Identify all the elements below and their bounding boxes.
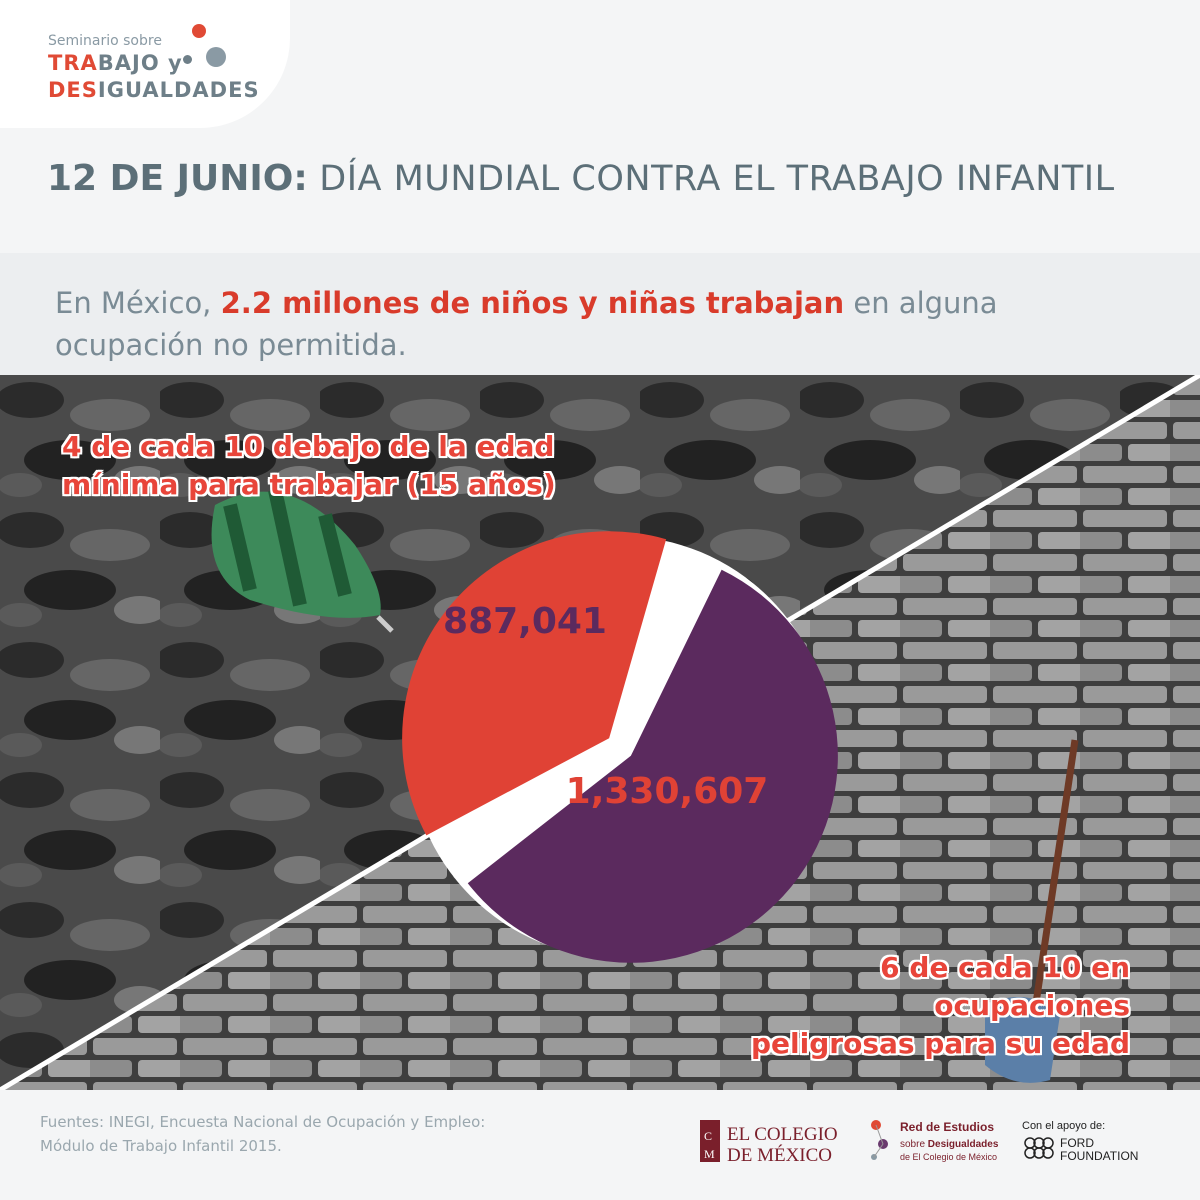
svg-text:Con el apoyo de:: Con el apoyo de: <box>1022 1120 1105 1132</box>
shovel-icon <box>985 739 1079 1083</box>
pie-label-under-age: 887,041 <box>443 601 607 642</box>
logo-line-trabajo: TRABAJO y <box>48 51 183 75</box>
page-title: 12 DE JUNIO: DÍA MUNDIAL CONTRA EL TRABA… <box>47 158 1115 199</box>
lead-highlight: 2.2 millones de niños y niñas trabajan <box>220 286 845 320</box>
spinning-top-icon <box>211 488 394 633</box>
title-text: DÍA MUNDIAL CONTRA EL TRABAJO INFANTIL <box>319 159 1115 199</box>
scene-illustration: 887,041 1,330,607 <box>0 375 1200 1090</box>
sources-note: Fuentes: INEGI, Encuesta Nacional de Ocu… <box>40 1113 486 1155</box>
svg-text:de El Colegio de México: de El Colegio de México <box>900 1152 997 1162</box>
red-estudios-logo: Red de Estudios sobre Desigualdades de E… <box>868 1117 1018 1171</box>
label-under-age: 4 de cada 10 debajo de la edad mínima pa… <box>62 430 556 501</box>
seminar-logo: Seminario sobre TRABAJO y DESIGUALDADES <box>0 0 290 128</box>
svg-text:C: C <box>704 1129 712 1143</box>
ford-emblem-icon <box>1024 1137 1054 1159</box>
svg-text:M: M <box>704 1147 715 1161</box>
svg-text:DE MÉXICO: DE MÉXICO <box>727 1144 832 1166</box>
pie-chart: 887,041 1,330,607 <box>402 531 838 963</box>
svg-text:Red de Estudios: Red de Estudios <box>900 1120 994 1134</box>
colmex-logo: C M EL COLEGIO DE MÉXICO <box>700 1118 850 1172</box>
svg-text:sobre Desigualdades: sobre Desigualdades <box>900 1139 999 1150</box>
logo-line-desigualdades: DESIGUALDADES <box>48 78 260 102</box>
pie-slice-dangerous <box>467 569 838 963</box>
network-dots-icon <box>871 1120 888 1160</box>
svg-text:EL COLEGIO: EL COLEGIO <box>727 1124 838 1145</box>
ford-foundation-logo: Con el apoyo de: FORD FOUNDATION <box>1022 1117 1172 1171</box>
svg-text:FOUNDATION: FOUNDATION <box>1060 1149 1138 1163</box>
footer <box>0 1090 1200 1200</box>
svg-text:FORD: FORD <box>1060 1136 1094 1150</box>
title-date: 12 DE JUNIO: <box>47 158 308 199</box>
lead-text: En México, 2.2 millones de niños y niñas… <box>55 286 998 362</box>
colmex-emblem-icon <box>700 1120 720 1162</box>
pie-slice-under-age <box>402 531 667 836</box>
pie-label-dangerous: 1,330,607 <box>566 771 769 812</box>
logo-subtitle: Seminario sobre <box>48 33 162 49</box>
label-dangerous: 6 de cada 10 en ocupaciones peligrosas p… <box>751 951 1130 1060</box>
lead-band <box>0 253 1200 375</box>
